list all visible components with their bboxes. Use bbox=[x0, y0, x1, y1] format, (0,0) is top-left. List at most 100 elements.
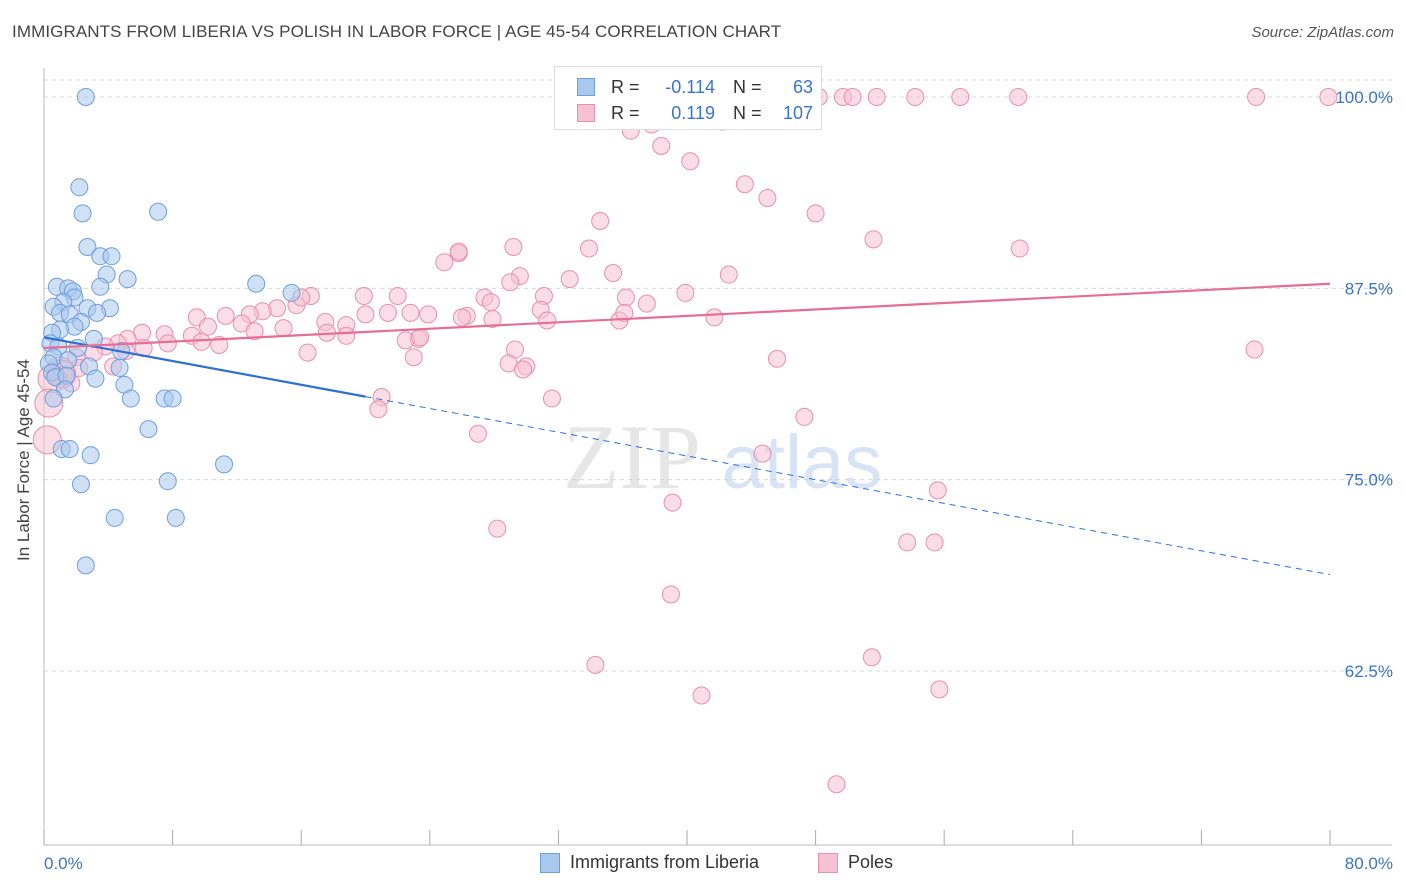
liberia-point bbox=[76, 556, 95, 575]
pole-point bbox=[661, 585, 680, 604]
x-tick-label: 0.0% bbox=[44, 854, 83, 873]
pole-point bbox=[449, 242, 468, 261]
pole-point bbox=[1009, 88, 1028, 106]
legend-swatch-poles bbox=[818, 852, 838, 873]
pole-point bbox=[369, 400, 388, 419]
watermark-zip: ZIP bbox=[563, 406, 701, 508]
pole-point bbox=[337, 326, 356, 345]
legend-r-label: R = bbox=[611, 76, 640, 97]
pole-point bbox=[735, 175, 754, 194]
liberia-point bbox=[88, 303, 107, 322]
liberia-point bbox=[60, 440, 79, 459]
watermark: ZIP atlas bbox=[563, 406, 882, 508]
pole-point bbox=[604, 264, 623, 283]
pole-point bbox=[795, 407, 814, 426]
pole-point bbox=[483, 309, 502, 328]
pole-point bbox=[298, 343, 317, 362]
pole-point bbox=[758, 189, 777, 208]
liberia-point bbox=[44, 389, 63, 408]
pole-point bbox=[469, 424, 488, 443]
tick-labels: 62.5% 75.0% 87.5% 100.0% 0.0% 80.0% bbox=[44, 88, 1393, 873]
pole-point bbox=[560, 270, 579, 289]
liberia-point bbox=[163, 389, 182, 408]
pole-point bbox=[1245, 340, 1264, 359]
pole-point bbox=[616, 288, 635, 307]
liberia-point bbox=[70, 178, 89, 197]
y-tick-label: 87.5% bbox=[1345, 279, 1393, 298]
chart-source: Source: ZipAtlas.com bbox=[1251, 24, 1394, 41]
x-tick-label: 80.0% bbox=[1345, 854, 1393, 873]
pole-point bbox=[435, 253, 454, 272]
pole-point bbox=[1247, 88, 1266, 106]
y-tick-label: 75.0% bbox=[1345, 471, 1393, 490]
pole-point bbox=[615, 303, 634, 322]
pole-point bbox=[867, 88, 886, 106]
pole-point bbox=[379, 303, 398, 322]
pole-point bbox=[591, 211, 610, 230]
poles-trend bbox=[43, 282, 1331, 350]
y-tick-label: 100.0% bbox=[1335, 88, 1393, 107]
legend-label-poles: Poles bbox=[848, 852, 894, 872]
pole-point bbox=[586, 655, 605, 674]
pole-point bbox=[579, 239, 598, 258]
liberia-point bbox=[91, 277, 110, 296]
liberia-point bbox=[102, 247, 121, 266]
pole-point bbox=[501, 273, 520, 292]
pole-point bbox=[719, 265, 738, 284]
trend-lines bbox=[43, 282, 1331, 576]
pole-point bbox=[663, 493, 682, 512]
pole-point bbox=[274, 319, 293, 338]
liberia-point bbox=[158, 472, 177, 491]
pole-point bbox=[1010, 239, 1029, 258]
liberia-point bbox=[81, 446, 100, 465]
liberia-point bbox=[121, 389, 140, 408]
chart-title: IMMIGRANTS FROM LIBERIA VS POLISH IN LAB… bbox=[12, 22, 782, 41]
legend-n-label: N = bbox=[733, 76, 762, 97]
legend-row-poles: R = 0.119 N = 107 bbox=[577, 101, 813, 125]
watermark-atlas: atlas bbox=[722, 420, 883, 505]
legend-swatch-liberia bbox=[540, 852, 560, 873]
liberia-point bbox=[59, 351, 78, 370]
pole-point bbox=[652, 136, 671, 155]
liberia-point bbox=[73, 204, 92, 223]
liberia-point bbox=[247, 274, 266, 293]
pole-point bbox=[354, 286, 373, 305]
liberia-point bbox=[105, 508, 124, 527]
pole-point bbox=[862, 648, 881, 667]
pole-point bbox=[637, 294, 656, 313]
liberia-point bbox=[215, 455, 234, 474]
pole-point bbox=[514, 360, 533, 379]
pole-point bbox=[504, 238, 523, 257]
series-legend: Immigrants from Liberia Poles bbox=[0, 852, 1406, 878]
liberia-point bbox=[71, 475, 90, 494]
correlation-legend: R = -0.114 N = 63 R = 0.119 N = 107 bbox=[554, 66, 822, 130]
pole-point bbox=[481, 293, 500, 312]
legend-r-label: R = bbox=[611, 102, 640, 123]
pole-point bbox=[906, 88, 925, 106]
legend-swatch-poles bbox=[577, 104, 595, 122]
legend-row-liberia: R = -0.114 N = 63 bbox=[577, 75, 813, 99]
pole-point bbox=[1319, 88, 1338, 106]
legend-r-value: -0.114 bbox=[665, 76, 715, 97]
legend-item-poles[interactable]: Poles bbox=[818, 852, 893, 873]
pole-point bbox=[356, 305, 375, 324]
legend-item-liberia[interactable]: Immigrants from Liberia bbox=[540, 852, 759, 873]
pole-point bbox=[843, 88, 862, 106]
pole-point bbox=[692, 686, 711, 705]
pole-point bbox=[925, 533, 944, 552]
liberia-points bbox=[39, 88, 301, 575]
axes bbox=[43, 68, 1392, 846]
pole-point bbox=[216, 306, 235, 325]
legend-r-value: 0.119 bbox=[671, 102, 715, 123]
pole-point bbox=[158, 334, 177, 353]
pole-point bbox=[388, 286, 407, 305]
liberia-point bbox=[76, 88, 95, 106]
pole-point bbox=[898, 533, 917, 552]
liberia-point bbox=[110, 358, 129, 377]
pole-point bbox=[928, 481, 947, 500]
pole-point bbox=[538, 311, 557, 330]
legend-swatch-liberia bbox=[577, 78, 595, 96]
pole-point bbox=[768, 349, 787, 368]
liberia-point bbox=[78, 238, 97, 257]
liberia-point bbox=[149, 202, 168, 221]
